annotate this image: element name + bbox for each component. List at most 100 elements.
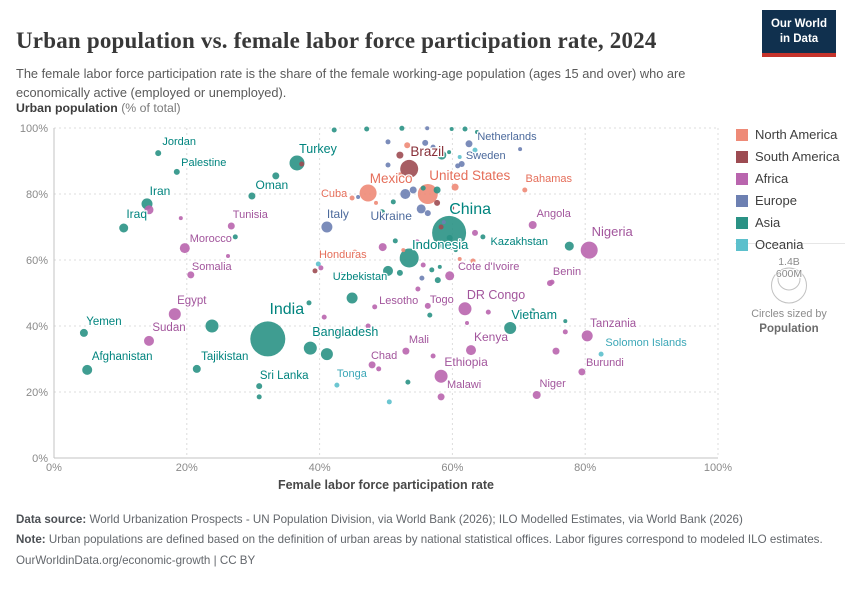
data-point[interactable]: [563, 319, 568, 324]
data-point[interactable]: [453, 248, 458, 253]
data-point[interactable]: [144, 205, 154, 215]
data-point-turkey[interactable]: [289, 155, 305, 171]
legend-item-south-america[interactable]: South America: [736, 149, 840, 164]
data-point-niger[interactable]: [532, 391, 541, 399]
data-point[interactable]: [457, 257, 462, 261]
data-point[interactable]: [226, 254, 230, 258]
data-point[interactable]: [552, 347, 560, 355]
data-point[interactable]: [422, 139, 429, 146]
data-point-vietnam[interactable]: [504, 322, 517, 334]
data-point[interactable]: [437, 264, 442, 269]
data-point-china[interactable]: [432, 215, 467, 250]
data-point-italy[interactable]: [321, 221, 333, 233]
data-point[interactable]: [396, 269, 403, 276]
data-point[interactable]: [427, 312, 433, 318]
data-point[interactable]: [390, 199, 396, 205]
data-point-ukraine[interactable]: [416, 204, 426, 214]
data-point-indonesia[interactable]: [399, 248, 419, 268]
data-point[interactable]: [424, 210, 431, 217]
data-point[interactable]: [378, 243, 387, 252]
data-point[interactable]: [420, 262, 426, 268]
data-point-netherlands[interactable]: [465, 140, 473, 148]
data-point-sweden[interactable]: [458, 161, 465, 167]
data-point[interactable]: [475, 130, 479, 134]
data-point[interactable]: [401, 248, 406, 253]
data-point[interactable]: [178, 216, 183, 221]
data-point[interactable]: [419, 275, 425, 281]
data-point[interactable]: [392, 238, 398, 244]
data-point-nigeria[interactable]: [580, 241, 598, 259]
legend-item-north-america[interactable]: North America: [736, 127, 840, 142]
data-point[interactable]: [465, 321, 469, 325]
data-point[interactable]: [425, 126, 430, 131]
data-point[interactable]: [404, 142, 411, 149]
data-point[interactable]: [472, 147, 478, 153]
data-point-afghanistan[interactable]: [82, 364, 93, 375]
data-point[interactable]: [441, 220, 446, 225]
data-point[interactable]: [386, 399, 392, 405]
legend-item-europe[interactable]: Europe: [736, 193, 840, 208]
data-point[interactable]: [430, 144, 436, 150]
data-point[interactable]: [318, 265, 324, 271]
owid-logo[interactable]: Our World in Data: [762, 10, 836, 57]
data-point-solomon-islands[interactable]: [598, 351, 604, 357]
data-point[interactable]: [434, 199, 441, 206]
data-point-togo[interactable]: [424, 302, 431, 309]
data-point[interactable]: [356, 195, 361, 199]
data-point-mexico[interactable]: [359, 184, 377, 202]
data-point-ethiopia[interactable]: [434, 369, 448, 383]
data-point-mali[interactable]: [402, 347, 410, 355]
data-point-somalia[interactable]: [187, 271, 195, 279]
data-point-chad[interactable]: [368, 361, 376, 369]
data-point[interactable]: [414, 239, 420, 245]
data-point-malawi[interactable]: [437, 393, 445, 401]
data-point-uzbekistan[interactable]: [383, 265, 393, 276]
data-point-cuba[interactable]: [349, 195, 355, 201]
data-point[interactable]: [549, 279, 555, 285]
data-point[interactable]: [462, 126, 468, 132]
data-point[interactable]: [400, 189, 411, 199]
data-point[interactable]: [321, 314, 327, 320]
data-point-angola[interactable]: [528, 221, 537, 229]
data-point[interactable]: [449, 127, 454, 131]
data-point-honduras[interactable]: [352, 249, 358, 255]
data-point-bahamas[interactable]: [522, 187, 528, 193]
data-point-lesotho[interactable]: [372, 304, 378, 310]
data-point[interactable]: [470, 258, 476, 264]
data-point[interactable]: [376, 366, 382, 372]
data-point[interactable]: [374, 200, 378, 205]
data-point[interactable]: [315, 261, 321, 267]
legend-item-asia[interactable]: Asia: [736, 215, 840, 230]
data-point[interactable]: [379, 209, 385, 216]
data-point[interactable]: [365, 323, 371, 329]
data-point[interactable]: [399, 125, 405, 131]
data-point-cote-d-ivoire[interactable]: [445, 271, 455, 281]
data-point[interactable]: [415, 286, 421, 292]
data-point[interactable]: [320, 348, 333, 361]
data-point[interactable]: [385, 139, 391, 145]
data-point[interactable]: [449, 205, 455, 211]
data-point[interactable]: [455, 163, 461, 169]
data-point[interactable]: [335, 328, 341, 334]
data-point-burundi[interactable]: [578, 368, 586, 376]
data-point[interactable]: [430, 353, 436, 359]
data-point-tajikistan[interactable]: [192, 364, 201, 373]
data-point-kenya[interactable]: [466, 345, 476, 356]
data-point-morocco[interactable]: [179, 243, 190, 254]
data-point-india[interactable]: [250, 321, 286, 357]
data-point[interactable]: [446, 234, 453, 241]
data-point-palestine[interactable]: [173, 168, 180, 175]
data-point[interactable]: [397, 172, 403, 178]
data-point[interactable]: [364, 126, 370, 132]
data-point-tonga[interactable]: [334, 382, 340, 388]
data-point[interactable]: [485, 309, 491, 315]
data-point-yemen[interactable]: [79, 328, 88, 337]
data-point[interactable]: [331, 127, 337, 133]
data-point[interactable]: [396, 151, 404, 159]
data-point[interactable]: [272, 172, 280, 180]
data-point[interactable]: [385, 162, 391, 168]
legend-item-africa[interactable]: Africa: [736, 171, 840, 186]
data-point[interactable]: [405, 379, 411, 385]
data-point[interactable]: [346, 292, 358, 304]
data-point[interactable]: [299, 161, 305, 167]
